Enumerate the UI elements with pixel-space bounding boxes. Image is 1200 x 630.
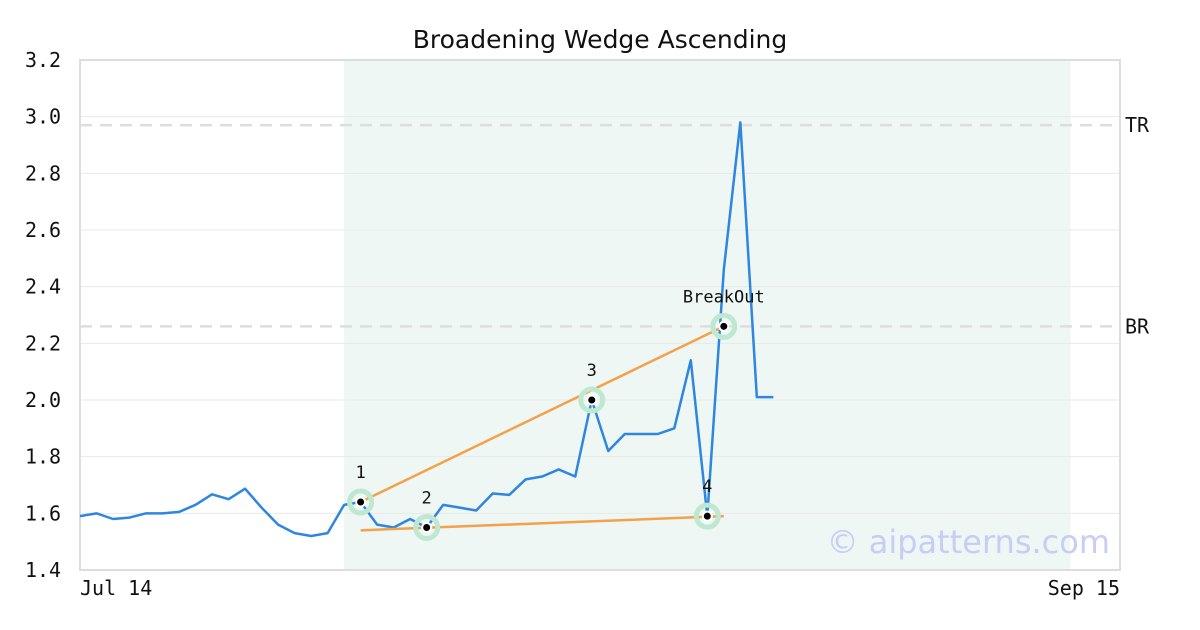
marker-label: BreakOut	[683, 287, 765, 307]
y-tick-label: 1.6	[25, 501, 61, 525]
plot-frame	[79, 59, 1121, 571]
pattern-region	[344, 60, 1071, 570]
marker-label: 4	[702, 477, 712, 497]
y-tick-label: 1.8	[25, 445, 61, 469]
trendline	[360, 514, 724, 532]
x-tick-label: Sep 15	[1048, 576, 1120, 600]
y-tick-label: 2.2	[25, 331, 61, 355]
marker-halo	[413, 514, 441, 541]
y-tick-label: 1.4	[25, 558, 61, 582]
marker-dot	[357, 498, 365, 506]
watermark: © aipatterns.com	[827, 523, 1110, 561]
tick-label-layer: 1.4 1.6 1.8 2.0 2.2 2.4 2.6 2.8 3.0 3.2 Jul 14 Sep …	[25, 48, 1120, 600]
reference-label: TR	[1125, 113, 1150, 137]
marker-dot	[588, 396, 596, 404]
marker-dot	[720, 322, 728, 330]
y-tick-label: 3.0	[25, 105, 61, 129]
y-tick-label: 3.2	[25, 48, 61, 72]
chart-title: Broadening Wedge Ascending	[413, 25, 788, 54]
marker-label: 1	[356, 463, 366, 483]
y-tick-label: 2.8	[25, 161, 61, 185]
marker-dot	[703, 512, 711, 520]
marker-label: 2	[422, 489, 432, 509]
highlight-layer	[344, 60, 1071, 570]
marker-layer: 1 2 3 4 BreakOut	[347, 287, 765, 541]
marker-halo	[710, 312, 738, 340]
y-tick-label: 2.6	[25, 218, 61, 242]
marker-dot	[423, 524, 431, 531]
reference-layer: TR BR	[80, 113, 1150, 338]
y-tick-label: 2.0	[25, 388, 61, 412]
reference-label: BR	[1125, 314, 1150, 338]
marker-halo	[578, 386, 606, 414]
trendline	[360, 325, 725, 504]
marker-halo	[347, 488, 375, 516]
marker-halo	[693, 502, 721, 530]
axes-layer	[79, 59, 1121, 571]
x-tick-label: Jul 14	[80, 576, 152, 600]
trendline-layer	[360, 325, 725, 532]
y-tick-label: 2.4	[25, 275, 61, 299]
marker-label: 3	[587, 361, 597, 381]
